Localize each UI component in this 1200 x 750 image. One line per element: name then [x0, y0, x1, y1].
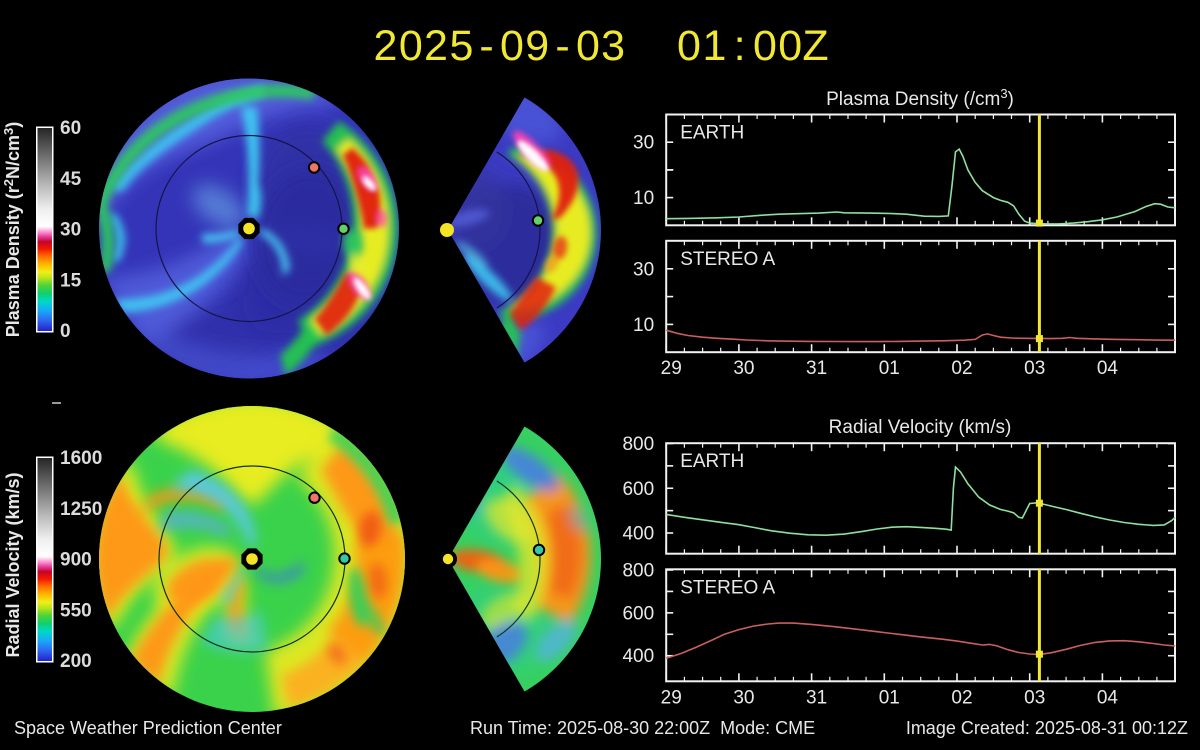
- svg-text:0: 0: [60, 321, 71, 342]
- svg-text:STEREO A: STEREO A: [680, 249, 775, 270]
- svg-text:01: 01: [879, 687, 900, 708]
- svg-text:Plasma Density (/cm3): Plasma Density (/cm3): [826, 86, 1014, 110]
- svg-text:-: -: [479, 22, 493, 70]
- svg-text:EARTH: EARTH: [680, 123, 744, 144]
- svg-text:30: 30: [733, 358, 754, 379]
- svg-text:900: 900: [60, 550, 92, 571]
- svg-text:03: 03: [1024, 358, 1045, 379]
- svg-text:1250: 1250: [60, 499, 102, 520]
- svg-text:Radial Velocity (km/s): Radial Velocity (km/s): [3, 472, 23, 657]
- svg-text:10: 10: [633, 188, 654, 209]
- svg-text:1: 1: [702, 22, 726, 70]
- svg-text:45: 45: [60, 169, 82, 190]
- svg-text:04: 04: [1097, 687, 1119, 708]
- svg-text:Image Created: 2025-08-31 00:1: Image Created: 2025-08-31 00:12Z: [906, 718, 1188, 738]
- svg-text:Plasma Density (r2N/cm3): Plasma Density (r2N/cm3): [1, 122, 23, 338]
- svg-text:15: 15: [60, 270, 82, 291]
- svg-text:-: -: [555, 22, 569, 70]
- svg-text:02: 02: [951, 687, 972, 708]
- svg-text:550: 550: [60, 600, 92, 621]
- svg-text:0: 0: [576, 22, 600, 70]
- svg-text:03: 03: [1024, 687, 1045, 708]
- svg-text:9: 9: [525, 22, 549, 70]
- svg-text:60: 60: [60, 118, 81, 139]
- svg-text:STEREO A: STEREO A: [680, 577, 775, 598]
- svg-text:29: 29: [661, 358, 682, 379]
- svg-text:Z: Z: [802, 22, 828, 70]
- svg-text:400: 400: [622, 524, 654, 545]
- svg-text:02: 02: [951, 358, 972, 379]
- svg-text:200: 200: [60, 651, 92, 672]
- svg-text:04: 04: [1097, 358, 1119, 379]
- svg-text:30: 30: [733, 687, 754, 708]
- svg-text:31: 31: [806, 358, 827, 379]
- svg-text:2: 2: [424, 22, 448, 70]
- svg-text:1600: 1600: [60, 448, 102, 469]
- svg-text:30: 30: [633, 133, 654, 154]
- svg-text:0: 0: [778, 22, 802, 70]
- svg-text:30: 30: [633, 259, 654, 280]
- svg-text:5: 5: [449, 22, 473, 70]
- svg-text:2: 2: [373, 22, 397, 70]
- svg-text:Space Weather Prediction Cente: Space Weather Prediction Center: [14, 718, 282, 738]
- svg-text:01: 01: [879, 358, 900, 379]
- svg-text:10: 10: [633, 315, 654, 336]
- svg-text:0: 0: [753, 22, 777, 70]
- svg-text:0: 0: [677, 22, 701, 70]
- svg-text:800: 800: [622, 561, 654, 582]
- svg-text:31: 31: [806, 687, 827, 708]
- svg-text:EARTH: EARTH: [680, 451, 744, 472]
- svg-text:800: 800: [622, 434, 654, 455]
- svg-text:600: 600: [622, 603, 654, 624]
- svg-text:Run Time: 2025-08-30 22:00Z M: Run Time: 2025-08-30 22:00Z Mode: CME: [470, 718, 815, 738]
- svg-text:600: 600: [622, 479, 654, 500]
- svg-text:0: 0: [500, 22, 524, 70]
- svg-text:29: 29: [661, 687, 682, 708]
- svg-text:Radial Velocity (km/s): Radial Velocity (km/s): [829, 417, 1012, 438]
- svg-text::: :: [734, 22, 746, 70]
- svg-text:0: 0: [399, 22, 423, 70]
- svg-text:3: 3: [601, 22, 625, 70]
- svg-text:400: 400: [622, 646, 654, 667]
- svg-text:30: 30: [60, 220, 81, 241]
